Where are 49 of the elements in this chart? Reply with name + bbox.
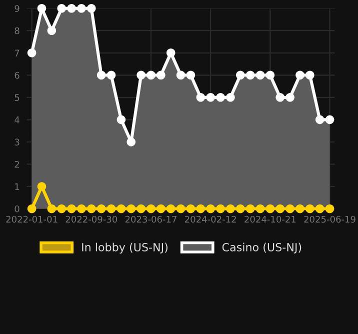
y-tick-label: 4 bbox=[14, 116, 20, 124]
point bbox=[186, 70, 196, 80]
point bbox=[256, 70, 265, 80]
point bbox=[77, 4, 86, 13]
point bbox=[315, 115, 324, 124]
point bbox=[226, 93, 235, 102]
x-tick-label: 2025-06-19 bbox=[304, 216, 356, 223]
x-tick-label: 2023-06-17 bbox=[125, 216, 176, 223]
legend-label: Casino (US-NJ) bbox=[222, 242, 302, 254]
y-tick-label: 3 bbox=[14, 138, 20, 146]
point bbox=[286, 93, 294, 102]
y-tick-label: 7 bbox=[14, 50, 20, 56]
point bbox=[146, 70, 156, 80]
point bbox=[196, 93, 206, 102]
x-tick-label: 2022-09-30 bbox=[66, 216, 118, 223]
point bbox=[106, 70, 116, 80]
y-tick-label: 5 bbox=[14, 94, 20, 101]
point bbox=[276, 93, 284, 102]
point bbox=[37, 4, 46, 13]
point bbox=[216, 93, 225, 102]
point bbox=[47, 26, 56, 36]
y-tick-label: 2 bbox=[14, 160, 19, 168]
y-tick-label: 6 bbox=[14, 72, 20, 79]
point bbox=[57, 4, 66, 13]
point bbox=[296, 70, 304, 80]
x-tick-label: 2024-10-21 bbox=[244, 216, 296, 223]
point bbox=[266, 70, 275, 80]
y-tick-label: 9 bbox=[14, 5, 20, 12]
x-tick-label: 2022-01-01 bbox=[6, 216, 58, 223]
point bbox=[27, 48, 36, 58]
x-tick-label: 2024-02-12 bbox=[185, 216, 236, 223]
point bbox=[116, 115, 126, 124]
point bbox=[325, 115, 334, 124]
y-tick-label: 0 bbox=[14, 205, 20, 212]
point bbox=[176, 70, 186, 80]
point bbox=[96, 70, 106, 80]
point bbox=[246, 70, 255, 80]
point bbox=[126, 138, 136, 146]
point bbox=[67, 4, 76, 13]
point bbox=[136, 70, 146, 80]
y-tick-label: 1 bbox=[15, 183, 20, 190]
point bbox=[206, 93, 215, 102]
point bbox=[236, 70, 245, 80]
y-tick-label: 8 bbox=[14, 27, 20, 34]
point bbox=[87, 4, 96, 13]
point bbox=[166, 48, 176, 58]
point bbox=[306, 70, 314, 80]
point bbox=[156, 70, 166, 80]
legend-label: In lobby (US-NJ) bbox=[82, 242, 168, 254]
